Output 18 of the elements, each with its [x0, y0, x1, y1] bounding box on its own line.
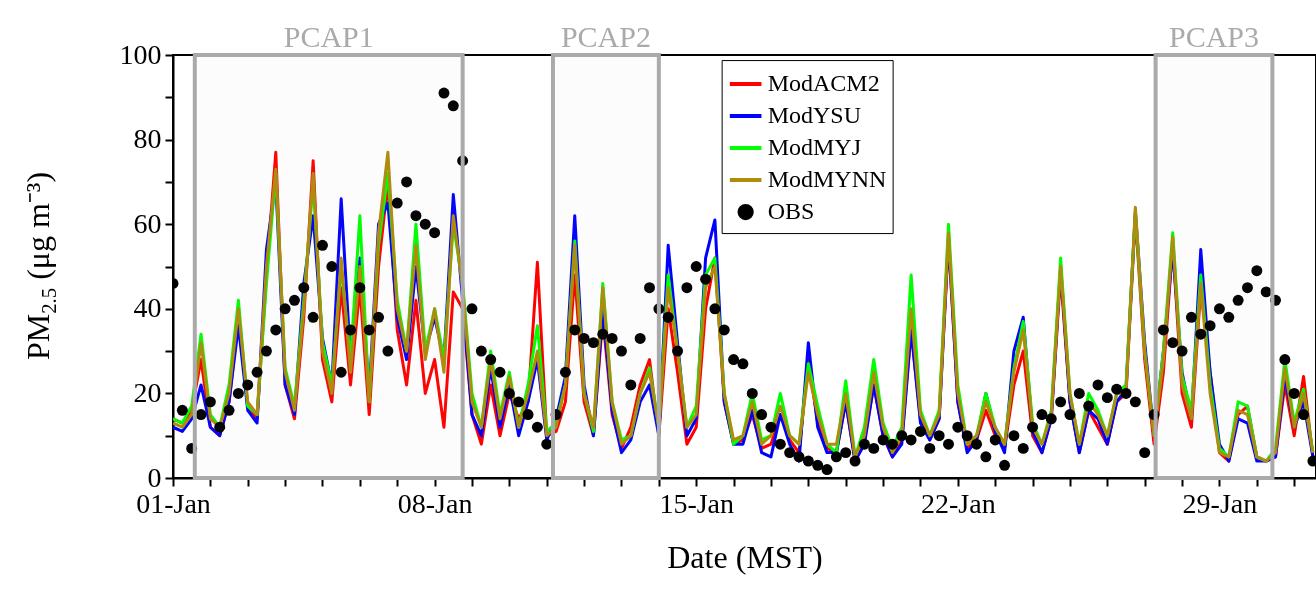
band-label: PCAP2: [560, 20, 651, 53]
legend-label: OBS: [767, 198, 815, 225]
y-tick-label: 100: [119, 38, 162, 70]
x-tick-label: 15-Jan: [659, 487, 735, 519]
legend-label: ModYSU: [767, 102, 861, 129]
x-tick-label: 22-Jan: [921, 487, 996, 519]
legend-label: ModACM2: [767, 70, 880, 97]
x-tick-label: 29-Jan: [1182, 487, 1258, 519]
y-tick-label: 80: [133, 123, 162, 155]
x-tick-label: 08-Jan: [397, 487, 473, 519]
band-label: PCAP3: [1168, 20, 1260, 53]
legend-label: ModMYNN: [767, 166, 887, 193]
y-tick-label: 60: [133, 207, 162, 239]
y-tick-label: 20: [133, 376, 162, 408]
y-tick-label: 40: [133, 292, 162, 324]
x-axis-title: Date (MST): [667, 538, 823, 575]
band-label: PCAP1: [283, 20, 374, 53]
legend-label: ModMYJ: [767, 134, 861, 161]
